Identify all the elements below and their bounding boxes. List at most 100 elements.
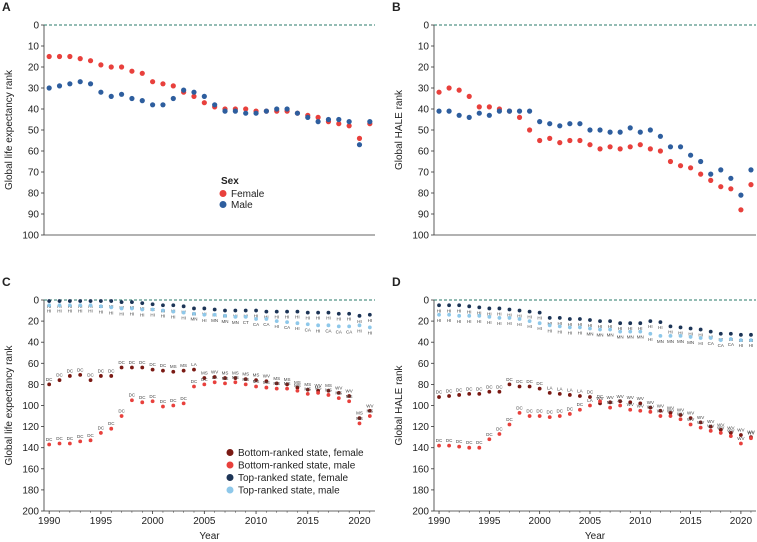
- data-point: [466, 114, 472, 120]
- data-point: [243, 314, 248, 319]
- data-point: [336, 116, 342, 123]
- data-point: [658, 408, 663, 413]
- point-label: WV: [727, 429, 734, 434]
- data-point: [139, 98, 145, 104]
- data-point: [517, 384, 522, 389]
- point-label: HI: [357, 328, 362, 333]
- data-point: [87, 58, 94, 64]
- point-label: WV: [627, 395, 634, 400]
- data-point: [597, 127, 603, 133]
- data-point: [588, 403, 592, 408]
- data-point: [357, 313, 362, 318]
- point-label: HI: [316, 316, 321, 321]
- x-tick-label: 2020: [348, 516, 371, 527]
- point-label: DC: [526, 379, 533, 384]
- data-point: [526, 127, 533, 133]
- data-point: [305, 114, 311, 120]
- point-label: DC: [436, 390, 443, 395]
- y-tick-label: 100: [412, 231, 429, 242]
- data-point: [78, 373, 83, 377]
- legend-title: Sex: [221, 176, 239, 187]
- data-point: [486, 112, 492, 118]
- data-point: [98, 299, 103, 303]
- data-point: [78, 299, 83, 303]
- data-point: [456, 112, 462, 118]
- point-label: HI: [368, 318, 373, 323]
- data-point: [326, 388, 331, 393]
- point-label: HI: [688, 331, 693, 336]
- point-label: HI: [578, 330, 583, 335]
- data-point: [627, 125, 633, 131]
- data-point: [537, 414, 542, 418]
- point-label: DC: [506, 377, 513, 382]
- point-label: HI: [437, 308, 442, 313]
- data-point: [170, 95, 176, 102]
- data-point: [516, 114, 523, 120]
- y-tick-label: 100: [412, 401, 429, 412]
- y-tick-label: 60: [28, 147, 40, 158]
- data-point: [437, 395, 441, 399]
- data-point: [447, 303, 451, 308]
- point-label: HI: [477, 310, 482, 315]
- data-point: [628, 329, 633, 334]
- data-point: [648, 409, 653, 414]
- data-point: [466, 93, 472, 99]
- point-label: HI: [668, 329, 673, 334]
- point-label: MS: [242, 377, 249, 382]
- point-label: WV: [627, 402, 634, 407]
- point-label: HI: [568, 330, 573, 335]
- data-point: [181, 304, 186, 309]
- x-tick-label: 2015: [297, 516, 320, 527]
- point-label: WV: [737, 436, 744, 441]
- data-point: [161, 368, 165, 373]
- point-label: HI: [99, 309, 104, 314]
- data-point: [212, 312, 217, 317]
- data-point: [57, 303, 62, 308]
- data-point: [243, 377, 248, 382]
- y-tick-label: 20: [28, 63, 40, 74]
- legend: Bottom-ranked state, female Bottom-ranked…: [226, 448, 364, 497]
- data-point: [749, 436, 753, 441]
- point-label: DC: [466, 440, 473, 445]
- data-point: [233, 380, 238, 385]
- data-point: [638, 321, 643, 326]
- data-point: [67, 374, 72, 378]
- data-point: [638, 329, 643, 334]
- point-label: HI: [347, 317, 352, 322]
- data-point: [708, 428, 713, 433]
- data-point: [150, 79, 156, 85]
- data-point: [647, 127, 653, 133]
- data-point: [567, 317, 572, 321]
- data-point: [637, 129, 643, 135]
- data-point: [77, 79, 83, 85]
- data-point: [315, 114, 321, 120]
- data-point: [171, 303, 176, 308]
- data-point: [129, 95, 135, 102]
- point-label: DC: [67, 436, 74, 441]
- point-label: HI: [588, 323, 593, 328]
- data-point: [728, 434, 733, 438]
- data-point: [57, 378, 62, 383]
- data-point: [698, 336, 703, 340]
- series-top-ranked-state-female: HI HI HI HI HI HI HI HI HI HI HI HI HI HI HI HI HI HI HI HI…: [47, 299, 372, 324]
- point-label: WV: [707, 423, 714, 428]
- legend-entry: Bottom-ranked state, male: [238, 461, 356, 472]
- point-label: DC: [436, 438, 443, 443]
- data-point: [274, 106, 280, 112]
- y-tick-label: 200: [22, 507, 39, 518]
- data-point: [718, 338, 723, 342]
- data-point: [668, 333, 673, 338]
- point-label: DC: [597, 394, 604, 399]
- legend-swatch: [226, 486, 234, 494]
- data-point: [316, 310, 321, 315]
- point-label: HI: [181, 316, 186, 321]
- data-point: [119, 300, 124, 305]
- point-label: DC: [56, 373, 63, 378]
- data-point: [347, 399, 352, 404]
- data-point: [88, 299, 93, 303]
- point-label: WV: [263, 374, 270, 379]
- y-tick-label: 40: [28, 338, 40, 349]
